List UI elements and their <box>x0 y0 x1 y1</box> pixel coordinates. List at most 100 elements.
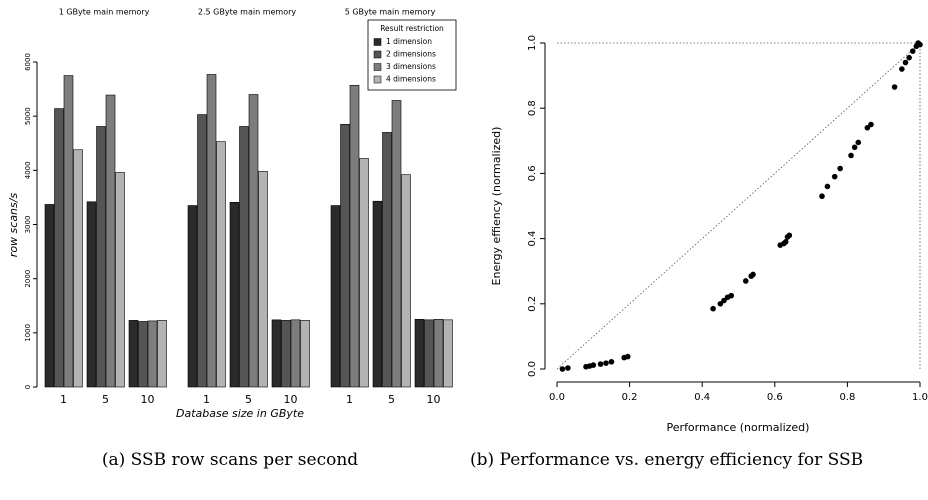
legend-title: Result restriction <box>380 24 444 33</box>
point <box>721 297 727 304</box>
legend-label: 1 dimension <box>386 37 432 46</box>
x-tick-label: 0.6 <box>767 392 783 403</box>
y-tick-label: 0.2 <box>527 296 538 312</box>
point <box>710 305 716 312</box>
y-tick-label: 0.6 <box>527 165 538 181</box>
bar <box>115 172 125 388</box>
x-tick-label: 0.8 <box>839 392 855 403</box>
x-tick-label: 1 <box>346 393 353 406</box>
bar <box>300 320 310 388</box>
bar <box>138 321 148 388</box>
bar <box>349 84 360 388</box>
x-axis-label: Database size in GByte <box>176 407 304 420</box>
legend-label: 2 dimensions <box>386 50 436 59</box>
point <box>782 239 789 245</box>
x-tick-label: 5 <box>102 393 109 406</box>
bar <box>147 320 158 388</box>
panel-title: 1 GByte main memory <box>59 8 150 17</box>
y-tick-label: 1.0 <box>527 35 538 51</box>
x-tick-label: 5 <box>388 393 395 406</box>
x-tick-label: 0.0 <box>549 392 565 403</box>
bar <box>290 319 301 388</box>
point <box>864 124 871 131</box>
point <box>848 152 854 159</box>
point <box>917 41 923 48</box>
point <box>868 121 874 128</box>
bar <box>206 74 217 388</box>
x-tick-label: 1 <box>60 393 67 406</box>
x-tick-label: 0.2 <box>622 392 638 403</box>
point <box>899 66 905 72</box>
bar <box>414 318 425 388</box>
point <box>624 353 631 360</box>
x-tick-label: 10 <box>284 393 298 406</box>
bar <box>216 141 226 388</box>
bar <box>382 132 392 388</box>
y-axis-label: row scans/s <box>7 193 20 258</box>
x-tick-label: 0.4 <box>694 392 710 403</box>
y-tick-label: 0.0 <box>527 361 538 377</box>
legend-swatch <box>373 75 382 84</box>
y-tick-label: 0.4 <box>527 231 538 247</box>
bar <box>258 171 268 388</box>
point <box>851 144 858 151</box>
y-tick-label: 6000 <box>24 53 32 71</box>
bar <box>401 174 411 388</box>
point <box>608 359 615 365</box>
point <box>750 271 756 278</box>
bar <box>96 126 106 388</box>
point <box>837 165 843 172</box>
bar <box>359 158 369 388</box>
x-tick-label: 5 <box>245 393 252 406</box>
y-tick-label: 2000 <box>24 270 32 288</box>
bar <box>281 320 291 388</box>
bar <box>229 201 240 388</box>
point <box>909 48 916 54</box>
point <box>855 139 862 146</box>
y-tick-label: 5000 <box>24 107 32 125</box>
point <box>891 84 898 90</box>
point <box>728 292 735 299</box>
bar <box>54 108 64 388</box>
y-tick-label: 0 <box>24 385 32 389</box>
y-axis-label: Energy effiency (normalized) <box>490 127 503 286</box>
point <box>786 232 793 239</box>
bar <box>44 204 55 388</box>
x-tick-label: 1.0 <box>912 392 928 403</box>
bar <box>239 126 249 388</box>
caption-b: (b) Performance vs. energy efficiency fo… <box>470 450 864 470</box>
bar <box>105 94 116 388</box>
point <box>906 54 912 61</box>
legend-label: 3 dimensions <box>386 62 436 71</box>
x-axis-label: Performance (normalized) <box>667 421 810 434</box>
legend-box <box>367 19 457 91</box>
y-tick-label: 0.8 <box>527 100 538 116</box>
point <box>565 365 571 371</box>
point <box>902 59 909 66</box>
legend-label: 4 dimensions <box>386 75 436 84</box>
x-tick-label: 10 <box>141 393 155 406</box>
bar <box>248 94 259 388</box>
bar <box>187 205 198 388</box>
point <box>831 173 838 180</box>
bar <box>86 201 97 388</box>
panel-title: 5 GByte main memory <box>345 8 436 17</box>
point <box>597 361 604 367</box>
point <box>603 360 609 366</box>
bar <box>271 319 282 388</box>
y-tick-label: 1000 <box>24 324 32 342</box>
bar <box>157 320 167 388</box>
bar <box>63 75 74 388</box>
x-tick-label: 1 <box>203 393 210 406</box>
y-tick-label: 4000 <box>24 161 32 179</box>
bar <box>433 318 444 388</box>
panel-title: 2.5 GByte main memory <box>198 8 297 17</box>
bar <box>391 100 402 388</box>
x-tick-label: 10 <box>427 393 441 406</box>
bar <box>73 149 83 388</box>
point <box>819 193 825 200</box>
point <box>824 183 831 190</box>
bar <box>372 200 383 388</box>
